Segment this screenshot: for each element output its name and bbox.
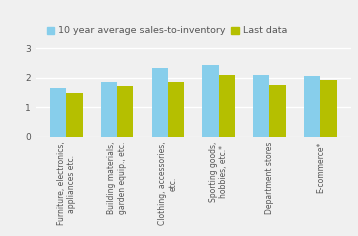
- Bar: [304, 76, 320, 137]
- Bar: [152, 67, 168, 137]
- Legend: 10 year average sales-to-inventory, Last data: 10 year average sales-to-inventory, Last…: [47, 26, 287, 35]
- Bar: [219, 75, 235, 137]
- Bar: [203, 66, 219, 137]
- Bar: [101, 82, 117, 137]
- Bar: [50, 88, 66, 137]
- Bar: [253, 75, 270, 137]
- Bar: [117, 86, 134, 137]
- Bar: [320, 80, 337, 137]
- Bar: [168, 82, 184, 137]
- Bar: [66, 93, 83, 137]
- Bar: [270, 85, 286, 137]
